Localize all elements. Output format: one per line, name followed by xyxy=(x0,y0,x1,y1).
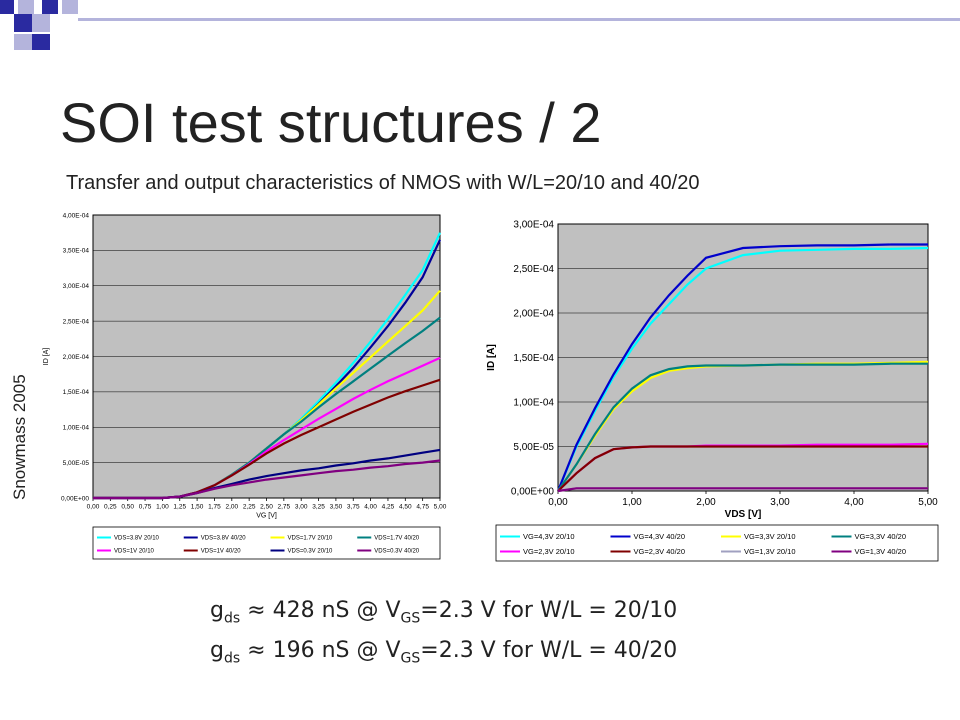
y-tick-label: 1,00E-04 xyxy=(63,425,90,432)
formula-1-v-sub: GS xyxy=(400,610,421,627)
corner-square-1 xyxy=(0,0,14,14)
x-tick-label: 2,75 xyxy=(278,504,291,511)
series-line-6 xyxy=(557,445,928,492)
legend-label: VDS=1.7V 40/20 xyxy=(374,536,420,542)
legend-label: VDS=0.3V 40/20 xyxy=(374,549,420,555)
formula-2-approx: ≈ xyxy=(247,638,266,663)
legend-label: VDS=1.7V 20/10 xyxy=(288,536,334,542)
corner-square-6 xyxy=(32,14,50,32)
x-tick-label: 2,25 xyxy=(243,504,256,511)
formula-1-approx: ≈ xyxy=(247,598,266,623)
x-tick-label: 3,50 xyxy=(330,504,343,511)
transfer-characteristics-chart: 0,00E+00 5,00E-05 1,00E-04 1,50E-04 2,00E-04… xyxy=(43,212,447,560)
x-tick-label: 0,75 xyxy=(139,504,152,511)
formula-2-g: g xyxy=(210,638,224,663)
formula-1-g-sub: ds xyxy=(223,610,241,627)
x-tick-label: 2,50 xyxy=(260,504,273,511)
x-tick-label: 1,00 xyxy=(622,497,642,508)
legend-label: VG=2,3V 40/20 xyxy=(634,547,686,556)
series-line-2 xyxy=(556,243,928,492)
legend-label: VG=1,3V 40/20 xyxy=(855,547,907,556)
y-tick-label: 5,00E-05 xyxy=(63,460,90,467)
x-tick-label: 3,25 xyxy=(312,504,325,511)
x-tick-label: 5,00 xyxy=(434,504,447,511)
legend-label: VG=3,3V 20/10 xyxy=(744,532,796,541)
formula-2-v-sub: GS xyxy=(400,650,421,667)
x-tick-label: 1,25 xyxy=(173,504,186,511)
x-tick-label: 4,00 xyxy=(844,497,864,508)
y-tick-label: 2,50E-04 xyxy=(513,264,554,275)
y-tick-label: 3,00E-04 xyxy=(63,283,90,290)
x-tick-label: 0,50 xyxy=(121,504,134,511)
y-axis-label: ID [A] xyxy=(43,348,50,366)
formula-1-value: 428 nS @ V xyxy=(265,598,401,623)
legend-label: VG=3,3V 40/20 xyxy=(855,532,907,541)
corner-square-5 xyxy=(14,14,32,32)
corner-square-7 xyxy=(14,34,32,50)
formula-2: gds ≈ 196 nS @ VGS=2.3 V for W/L = 40/20 xyxy=(210,638,677,666)
formula-1-rest: =2.3 V for W/L = 20/10 xyxy=(420,598,678,623)
legend-label: VDS=0.3V 20/10 xyxy=(288,549,334,555)
series-line-8 xyxy=(557,487,928,493)
formula-2-g-sub: ds xyxy=(223,650,241,667)
legend-label: VDS=3.8V 20/10 xyxy=(114,536,160,542)
series-line-4 xyxy=(557,362,928,492)
legend-label: VG=4,3V 40/20 xyxy=(634,532,686,541)
legend-label: VDS=1V 40/20 xyxy=(201,549,242,555)
y-tick-label: 0,00E+00 xyxy=(511,487,555,498)
y-tick-label: 5,00E-05 xyxy=(513,442,554,453)
formula-2-value: 196 nS @ V xyxy=(265,638,401,663)
y-tick-label: 2,00E-04 xyxy=(63,354,90,361)
y-tick-label: 3,00E-04 xyxy=(513,220,554,231)
y-tick-label: 3,50E-04 xyxy=(63,248,90,255)
x-tick-label: 4,25 xyxy=(382,504,395,511)
x-tick-label: 1,75 xyxy=(208,504,221,511)
output-characteristics-chart: 0,00E+00 5,00E-05 1,00E-04 1,50E-04 2,00E-04… xyxy=(486,220,939,562)
top-rule xyxy=(78,18,960,21)
formula-1-g: g xyxy=(210,598,224,623)
legend-box xyxy=(92,526,441,560)
y-axis-label: ID [A] xyxy=(486,344,497,371)
x-axis-label: VG [V] xyxy=(256,513,277,520)
legend-label: VDS=1V 20/10 xyxy=(114,549,155,555)
y-tick-label: 0,00E+00 xyxy=(61,495,89,502)
x-tick-label: 1,50 xyxy=(191,504,204,511)
x-tick-label: 5,00 xyxy=(918,497,938,508)
y-tick-label: 1,50E-04 xyxy=(513,353,554,364)
y-tick-label: 1,50E-04 xyxy=(63,389,90,396)
y-tick-label: 2,50E-04 xyxy=(63,318,90,325)
x-tick-label: 4,00 xyxy=(364,504,377,511)
corner-square-2 xyxy=(18,0,34,14)
corner-square-4 xyxy=(62,0,78,14)
formula-2-rest: =2.3 V for W/L = 40/20 xyxy=(420,638,678,663)
y-tick-label: 1,00E-04 xyxy=(513,398,554,409)
legend-label: VG=4,3V 20/10 xyxy=(523,532,575,541)
x-tick-label: 3,75 xyxy=(347,504,360,511)
x-tick-label: 0,00 xyxy=(548,497,568,508)
y-tick-label: 4,00E-04 xyxy=(63,212,90,219)
corner-square-8 xyxy=(32,34,50,50)
x-tick-label: 4,50 xyxy=(399,504,412,511)
formula-1: gds ≈ 428 nS @ VGS=2.3 V for W/L = 20/10 xyxy=(210,598,677,626)
x-tick-label: 2,00 xyxy=(225,504,238,511)
series-line-1 xyxy=(556,246,929,492)
x-tick-label: 1,00 xyxy=(156,504,169,511)
y-tick-label: 2,00E-04 xyxy=(513,309,554,320)
series-line-8 xyxy=(93,459,441,500)
x-tick-label: 3,00 xyxy=(770,497,790,508)
slide-title: SOI test structures / 2 xyxy=(60,91,602,154)
legend-label: VDS=3.8V 40/20 xyxy=(201,536,247,542)
corner-square-3 xyxy=(42,0,58,14)
x-tick-label: 0,00 xyxy=(87,504,100,511)
x-tick-label: 4,75 xyxy=(416,504,429,511)
legend-label: VG=1,3V 20/10 xyxy=(744,547,796,556)
legend-label: VG=2,3V 20/10 xyxy=(523,547,575,556)
x-axis-label: VDS [V] xyxy=(725,509,762,520)
legend-box xyxy=(495,524,939,562)
x-tick-label: 0,25 xyxy=(104,504,117,511)
x-tick-label: 3,00 xyxy=(295,504,308,511)
slide-subtitle: Transfer and output characteristics of N… xyxy=(66,172,700,194)
side-label: Snowmass 2005 xyxy=(10,374,29,500)
x-tick-label: 2,00 xyxy=(696,497,716,508)
